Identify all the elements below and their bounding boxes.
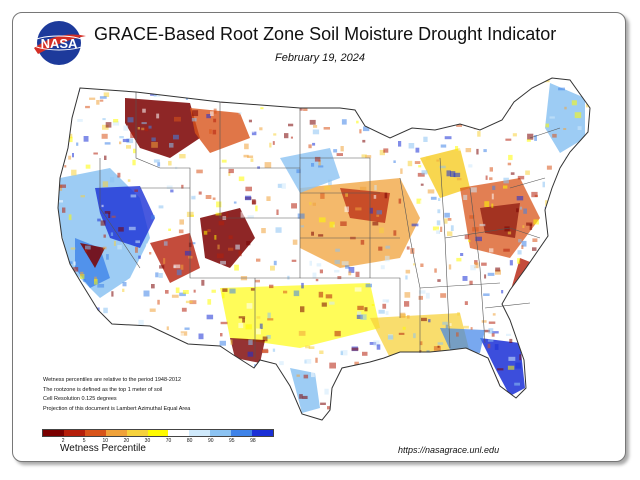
legend-swatch	[105, 430, 127, 436]
color-legend: 2 5 10 20 30 70 80 90 95 98	[42, 429, 274, 445]
legend-swatch	[126, 430, 148, 436]
legend-tick-label: 30	[144, 438, 151, 444]
legend-tick-label: 20	[123, 438, 130, 444]
legend-swatch	[84, 430, 106, 436]
legend-swatch	[210, 430, 232, 436]
note-resolution: Cell Resolution 0.125 degrees	[43, 396, 117, 403]
state-borders	[99, 92, 561, 358]
legend-tick-label: 90	[207, 438, 214, 444]
legend-tick-label: 95	[229, 438, 235, 444]
legend-swatch	[43, 430, 64, 436]
legend-tick-label: 70	[165, 438, 172, 444]
us-drought-map	[57, 77, 591, 421]
source-url: https://nasagrace.unl.edu	[398, 445, 500, 455]
legend-tick-label: 10	[102, 438, 109, 444]
legend-swatch	[147, 430, 169, 436]
nasa-logo-icon: NASA	[31, 21, 87, 65]
note-projection: Projection of this document is Lambert A…	[43, 405, 191, 412]
legend-color-bar	[42, 429, 274, 437]
legend-tick-label: 2	[61, 438, 65, 444]
legend-swatch	[252, 430, 273, 436]
legend-swatch	[168, 430, 190, 436]
map-date: February 19, 2024	[275, 52, 365, 64]
legend-ticks: 2 5 10 20 30 70 80 90 95 98	[42, 437, 274, 445]
legend-tick-label: 80	[186, 438, 193, 444]
map-title: GRACE-Based Root Zone Soil Moisture Drou…	[94, 24, 557, 44]
map-notes: Wetness percentiles are relative to the …	[43, 376, 190, 414]
legend-title: Wetness Percentile	[60, 443, 146, 454]
legend-tick-label: 5	[82, 438, 86, 444]
legend-swatch	[63, 430, 85, 436]
legend-swatch	[189, 430, 211, 436]
legend-tick-label: 98	[250, 438, 256, 444]
nasa-logo-text: NASA	[41, 36, 78, 51]
note-rootzone: The rootzone is defined as the top 1 met…	[43, 386, 163, 393]
legend-swatch	[231, 430, 253, 436]
note-period: Wetness percentiles are relative to the …	[43, 377, 182, 383]
